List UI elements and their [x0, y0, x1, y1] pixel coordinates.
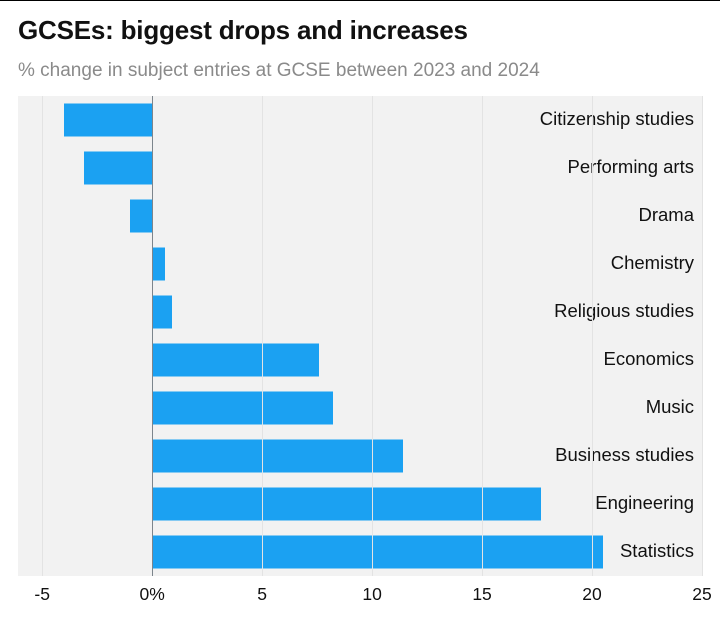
bar: [152, 440, 403, 473]
x-tick-label: -5: [34, 584, 50, 605]
bar: [130, 200, 152, 233]
bar: [152, 392, 332, 425]
category-label: Economics: [501, 348, 702, 370]
x-tick-label: 20: [582, 584, 601, 605]
chart-area: Citizenship studies Performing arts Drama C…: [18, 96, 702, 612]
category-label: Business studies: [501, 444, 702, 466]
plot: Citizenship studies Performing arts Drama C…: [18, 96, 702, 576]
x-tick-label: 10: [362, 584, 381, 605]
category-label: Religious studies: [501, 300, 702, 322]
x-tick-label: 5: [257, 584, 267, 605]
category-label: Performing arts: [501, 156, 702, 178]
x-tick-label: 15: [472, 584, 491, 605]
bar: [152, 536, 603, 569]
bar: [152, 248, 165, 281]
page: GCSEs: biggest drops and increases % cha…: [0, 0, 720, 638]
x-axis: -50%510152025: [18, 576, 702, 612]
bar: [64, 104, 152, 137]
bar: [152, 488, 541, 521]
chart-title: GCSEs: biggest drops and increases: [18, 15, 702, 46]
bar: [152, 344, 319, 377]
category-label: Chemistry: [501, 252, 702, 274]
category-label: Citizenship studies: [501, 108, 702, 130]
x-tick-label: 25: [692, 584, 711, 605]
chart-subtitle: % change in subject entries at GCSE betw…: [18, 60, 702, 82]
category-label: Music: [501, 396, 702, 418]
gridline: [702, 96, 703, 576]
bar: [84, 152, 152, 185]
x-tick-label: 0%: [140, 584, 165, 605]
category-label: Drama: [501, 204, 702, 226]
bar: [152, 296, 172, 329]
